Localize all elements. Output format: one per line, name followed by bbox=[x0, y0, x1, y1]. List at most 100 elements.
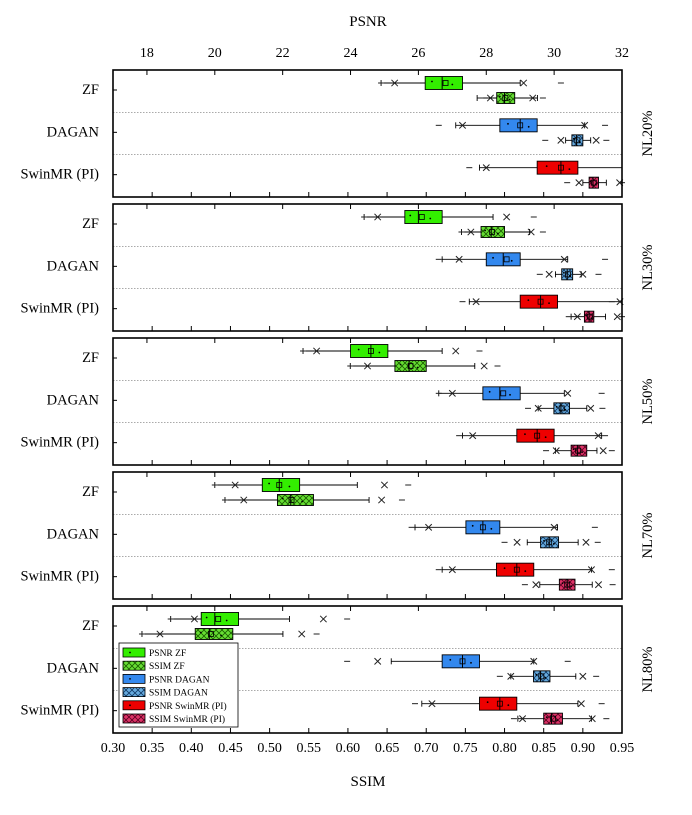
panel-0-dagan-ssim-outlier-1 bbox=[592, 136, 600, 144]
panel-1-swin-psnr-outlier-0 bbox=[472, 298, 480, 306]
panel-3-zf-ssim-point-1 bbox=[301, 500, 304, 503]
panel-3-swin-psnr-point-1 bbox=[524, 570, 527, 573]
panel-3-zf-ssim-point-0 bbox=[281, 497, 284, 500]
panel-4-swin-psnr-mean bbox=[496, 700, 503, 707]
panel-2-zf-psnr-mean bbox=[367, 348, 374, 354]
panel-0-zf-psnr-mean bbox=[442, 80, 449, 86]
ssim-tick-label-13: 0.95 bbox=[610, 741, 635, 756]
panel-2-swin-psnr-mean bbox=[534, 432, 541, 439]
panel-2-zf-psnr-outlier-1 bbox=[452, 347, 460, 355]
panel-0-dagan-ssim-outlier-1-b bbox=[592, 136, 600, 144]
legend-swatch-dot-4 bbox=[129, 704, 131, 707]
panel-3-swin-psnr-outlier-0 bbox=[448, 566, 456, 574]
panel-3-swin-ssim-outlier-1-b bbox=[594, 581, 603, 589]
panel-1-label: NL30% bbox=[640, 245, 656, 291]
panel-1-zf-psnr-outlier-1 bbox=[503, 213, 511, 221]
panel-2-dagan-ssim-outlier-0 bbox=[534, 404, 542, 412]
panel-4-frame bbox=[112, 605, 623, 734]
panel-3-zf-psnr-outlier-0-b bbox=[231, 481, 239, 489]
panel-2-dagan-psnr-box bbox=[482, 386, 521, 401]
panel-1-swin-psnr-mean bbox=[537, 298, 544, 305]
panel-0-swin-psnr-box bbox=[536, 160, 579, 175]
panel-4-category-label-1: DAGAN bbox=[47, 660, 100, 676]
panel-1-dagan-psnr-outlier-0 bbox=[455, 255, 463, 263]
ssim-tick-label-5: 0.55 bbox=[297, 741, 322, 756]
panel-2-swin-psnr-outlier-0-b bbox=[469, 432, 477, 440]
panel-2-zf-ssim-outlier-1 bbox=[480, 362, 488, 370]
panel-0-dagan-psnr-point-1 bbox=[527, 125, 530, 128]
panel-1-category-label-0: ZF bbox=[82, 216, 99, 232]
panel-0-swin-psnr-point-0 bbox=[545, 165, 548, 168]
panel-3-swin-psnr-outlier-1-b bbox=[587, 566, 596, 574]
panel-3-swin-psnr-outlier-0-b bbox=[448, 566, 456, 574]
panel-1-swin-psnr-box bbox=[519, 294, 558, 309]
panel-4-dagan-ssim-outlier-1 bbox=[579, 672, 587, 680]
panel-0-swin-psnr-mean bbox=[558, 164, 564, 171]
panel-2-dagan-ssim-outlier-0-b bbox=[534, 404, 542, 412]
panel-2-category-label-1: DAGAN bbox=[47, 392, 100, 408]
panel-2-swin-ssim-point-1 bbox=[581, 451, 583, 454]
panel-2-swin-ssim-outlier-0-b bbox=[552, 447, 560, 455]
panel-1-zf-ssim-box bbox=[480, 226, 505, 238]
panel-4-dagan-ssim-outlier-0-b bbox=[507, 672, 515, 680]
panel-0-dagan-ssim-point-1 bbox=[578, 140, 581, 143]
panel-2-dagan-psnr-outlier-1 bbox=[564, 389, 572, 397]
psnr-tick-label-3: 24 bbox=[344, 46, 358, 61]
panel-1-dagan-ssim-outlier-0 bbox=[545, 270, 553, 278]
panel-3-zf-ssim-outlier-1-b bbox=[378, 496, 386, 504]
panel-1-category-label-2: SwinMR (PI) bbox=[20, 301, 99, 317]
panel-2-dagan-psnr-point-0 bbox=[488, 390, 491, 393]
panel-0-swin-ssim-mean bbox=[590, 179, 597, 186]
panel-1-swin-ssim-outlier-0 bbox=[573, 313, 581, 321]
panel-4-swin-ssim-box bbox=[543, 712, 563, 725]
legend-label-4: PSNR SwinMR (PI) bbox=[149, 701, 227, 712]
panel-2-swin-psnr-outlier-1 bbox=[594, 432, 602, 440]
panel-4-zf-ssim-outlier-0 bbox=[156, 630, 164, 638]
panel-4-dagan-ssim-box bbox=[533, 670, 551, 683]
panel-0-swin-ssim-box bbox=[588, 176, 599, 189]
panel-2-dagan-ssim-box bbox=[553, 402, 570, 415]
panel-2-zf-ssim-outlier-1-b bbox=[480, 362, 488, 370]
panel-4-dagan-psnr-outlier-0 bbox=[374, 657, 382, 665]
panel-3-zf-psnr-point-1 bbox=[288, 485, 291, 488]
panel-3-dagan-ssim-outlier-0 bbox=[513, 538, 521, 546]
psnr-tick-label-2: 22 bbox=[276, 46, 290, 61]
panel-4-zf-ssim-outlier-0-b bbox=[156, 630, 164, 638]
panel-1-dagan-ssim-mean bbox=[565, 271, 571, 278]
legend-swatch-1 bbox=[122, 660, 146, 671]
panel-2-swin-ssim-point-0 bbox=[572, 448, 575, 451]
panel-4-category-label-0: ZF bbox=[82, 618, 99, 634]
panel-2-swin-psnr-point-0 bbox=[524, 433, 526, 436]
panel-3-dagan-ssim-outlier-0-b bbox=[513, 538, 521, 546]
panel-2-zf-ssim-box bbox=[394, 360, 427, 372]
psnr-tick-label-6: 30 bbox=[547, 46, 561, 61]
panel-1-swin-ssim-outlier-0-b bbox=[573, 313, 581, 321]
panel-0-zf-psnr-point-1 bbox=[451, 83, 454, 86]
panel-2-label: NL50% bbox=[640, 379, 656, 425]
panel-1-category-label-1: DAGAN bbox=[47, 258, 100, 274]
panel-4-swin-psnr-outlier-1-b bbox=[577, 700, 585, 708]
panel-0-zf-ssim-outlier-1-b bbox=[529, 94, 537, 102]
ssim-tick-label-3: 0.45 bbox=[218, 741, 243, 756]
panel-2-zf-psnr-box bbox=[350, 344, 389, 358]
panel-2-swin-psnr-outlier-0 bbox=[469, 432, 477, 440]
panel-0-swin-ssim-outlier-0-b bbox=[575, 179, 583, 187]
ssim-tick-label-8: 0.70 bbox=[414, 741, 439, 756]
panel-3-dagan-ssim-outlier-1-b bbox=[582, 538, 590, 546]
panel-4-swin-psnr-outlier-0 bbox=[428, 700, 436, 708]
panel-0-dagan-psnr-outlier-0 bbox=[458, 121, 467, 129]
panel-4-swin-ssim-point-1 bbox=[556, 719, 558, 722]
panel-2-zf-ssim-point-0 bbox=[399, 363, 402, 366]
panel-2-dagan-psnr-outlier-0-b bbox=[448, 389, 456, 397]
panel-3-dagan-psnr-point-1 bbox=[490, 527, 493, 530]
panel-2-dagan-ssim-outlier-1-b bbox=[587, 404, 595, 412]
ssim-tick-label-12: 0.90 bbox=[571, 741, 596, 756]
panel-2-dagan-psnr-outlier-1-b bbox=[564, 389, 572, 397]
panel-1-zf-psnr-outlier-0-b bbox=[374, 213, 382, 221]
panel-2-swin-psnr-box bbox=[516, 428, 555, 443]
panel-4-dagan-psnr-point-0 bbox=[449, 658, 452, 661]
panel-4-dagan-ssim-mean bbox=[538, 673, 545, 680]
panel-2-frame bbox=[112, 337, 623, 466]
psnr-tick-label-0: 18 bbox=[140, 46, 154, 61]
panel-1-dagan-ssim-point-1 bbox=[569, 274, 571, 277]
